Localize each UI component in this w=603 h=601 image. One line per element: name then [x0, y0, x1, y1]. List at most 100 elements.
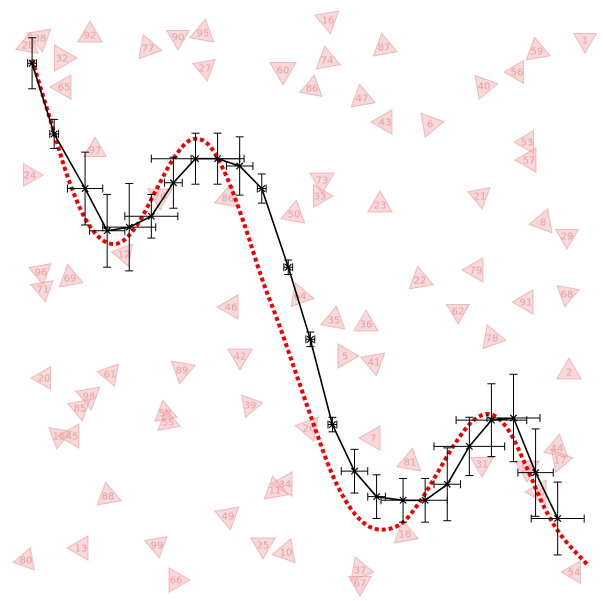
triangle-shape [525, 36, 552, 61]
triangle-label: 96 [35, 268, 48, 279]
triangle-shape [170, 360, 197, 385]
marker-stroke [147, 212, 155, 220]
marker-stroke [81, 184, 89, 193]
triangle-shape [353, 308, 379, 332]
triangle-label: 61 [104, 370, 117, 381]
triangle-label: 53 [521, 138, 534, 149]
background-triangle: 86 [213, 183, 240, 208]
triangle-shape [369, 109, 393, 135]
triangle-shape [359, 352, 386, 377]
background-triangle: 90 [165, 30, 191, 51]
triangle-label: 23 [374, 201, 387, 212]
background-triangle: 16 [313, 10, 340, 35]
background-triangle: 49 [213, 506, 240, 531]
data-point-marker [465, 442, 473, 451]
triangle-label: 68 [561, 290, 574, 301]
data-point-marker [284, 263, 292, 271]
background-triangle: 92 [77, 19, 103, 43]
marker-stroke [531, 469, 540, 477]
background-triangle: 89 [170, 360, 197, 385]
triangle-label: 95 [197, 29, 210, 40]
triangle-label: 13 [75, 544, 88, 555]
triangle-shape [319, 305, 346, 330]
background-triangle: 61 [96, 363, 120, 388]
triangle-label: 44 [551, 444, 564, 455]
background-triangle: 31 [469, 457, 495, 478]
triangle-label: 90 [172, 33, 185, 44]
triangle-shape [572, 33, 598, 54]
triangle-label: 55 [162, 418, 175, 429]
background-triangle: 62 [445, 304, 471, 325]
background-triangle: 7 [357, 425, 381, 451]
triangle-shape [510, 289, 534, 315]
triangle-shape [313, 183, 334, 209]
triangle-label: 17 [554, 456, 567, 467]
background-triangle: 41 [359, 352, 386, 377]
marker-stroke [399, 496, 407, 504]
data-series-line [31, 63, 559, 519]
triangle-shape [58, 263, 85, 288]
background-triangle: 65 [48, 74, 72, 100]
triangle-label: 2 [566, 368, 572, 379]
triangle-shape [290, 281, 315, 308]
data-point-marker [509, 414, 518, 422]
background-triangle: 77 [138, 33, 163, 60]
background-triangle: 38 [25, 28, 52, 53]
background-triangle: 33 [313, 183, 334, 209]
triangle-label: 85 [74, 404, 87, 415]
triangle-shape [309, 172, 335, 196]
marker-stroke [236, 162, 244, 170]
background-triangle: 2 [556, 356, 582, 380]
background-triangle: 46 [215, 294, 239, 320]
background-triangle: 6 [420, 112, 445, 139]
triangle-shape [420, 112, 445, 139]
triangle-shape [367, 189, 393, 213]
triangle-label: 28 [22, 41, 35, 52]
triangle-label: 42 [234, 352, 247, 363]
triangle-label: 77 [142, 44, 155, 55]
triangle-shape [143, 535, 168, 559]
triangle-shape [556, 284, 581, 308]
triangle-shape [25, 28, 52, 53]
triangle-label: 71 [37, 285, 50, 296]
triangle-label: 20 [38, 374, 51, 385]
triangle-label: 25 [257, 541, 270, 552]
triangle-shape [550, 449, 574, 474]
triangle-shape [77, 19, 103, 43]
data-point-marker [258, 184, 266, 193]
background-triangle: 68 [556, 284, 581, 308]
data-point-marker [328, 420, 337, 429]
background-triangle: 79 [460, 257, 484, 283]
triangle-label: 34 [279, 480, 292, 491]
triangle-shape [12, 546, 36, 571]
marker-stroke [169, 179, 178, 187]
background-triangle: 66 [168, 567, 192, 593]
background-triangle: 86 [298, 74, 323, 98]
triangle-shape [350, 83, 377, 108]
triangle-shape [188, 18, 215, 43]
background-triangle: 1 [572, 33, 598, 54]
triangle-label: 46 [225, 303, 238, 314]
triangle-shape [408, 265, 435, 290]
triangle-label: 81 [404, 458, 417, 469]
triangle-shape [65, 535, 89, 561]
background-triangle: 88 [96, 481, 123, 506]
triangle-label: 12 [118, 250, 131, 261]
triangle-shape [556, 356, 582, 380]
background-triangle: 21 [466, 186, 491, 210]
background-triangle: 8 [528, 207, 553, 234]
triangle-shape [29, 279, 54, 303]
data-point-marker [350, 467, 359, 475]
triangle-shape [165, 30, 191, 51]
background-triangle: 42 [227, 348, 253, 372]
data-point-marker [191, 155, 200, 163]
data-point-marker [236, 162, 244, 170]
background-triangle: 26 [294, 416, 319, 443]
triangle-label: 45 [66, 432, 79, 443]
triangle-label: 22 [414, 276, 427, 287]
triangle-shape [315, 45, 342, 70]
data-point-marker [28, 59, 36, 67]
triangle-label: 69 [64, 274, 77, 285]
triangle-shape [110, 243, 134, 268]
marker-stroke [554, 514, 562, 523]
